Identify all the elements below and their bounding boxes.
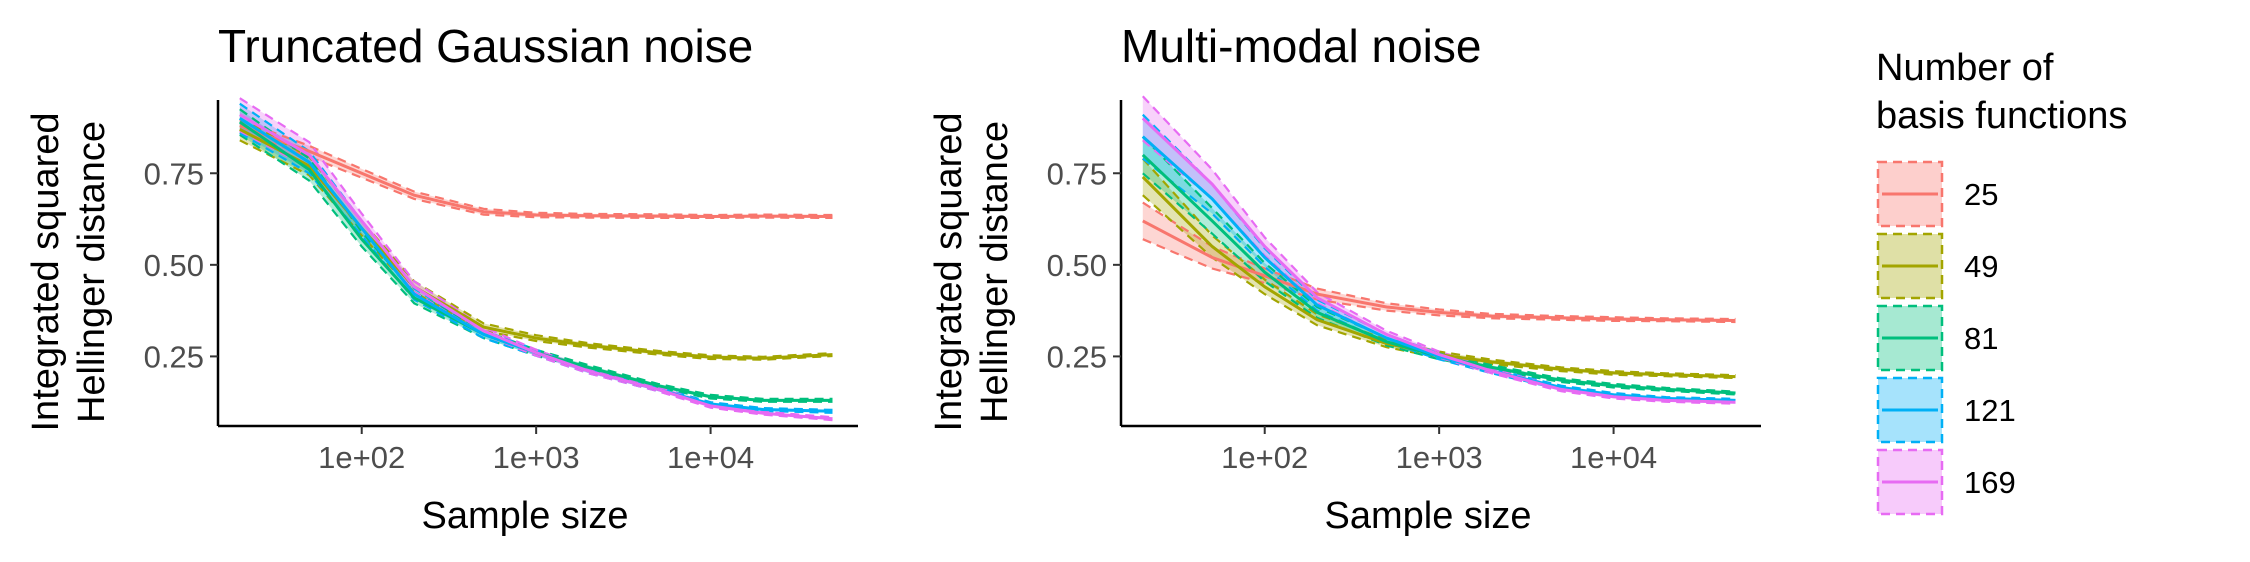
legend-label: 25 — [1964, 177, 1998, 212]
legend-label: 121 — [1964, 393, 2016, 428]
band-upper-25 — [239, 119, 833, 217]
legend-label: 81 — [1964, 321, 1998, 356]
x-tick-label: 1e+02 — [318, 440, 405, 475]
band-upper-49 — [239, 117, 833, 358]
legend-key-81: 81 — [1876, 304, 1998, 372]
band-upper-169 — [1142, 95, 1736, 402]
legend-title-line-2: basis functions — [1876, 95, 2127, 137]
legend-label: 169 — [1964, 465, 2016, 500]
panel-multi-modal: Multi-modal noise Integrated squared Hel… — [928, 20, 1761, 537]
series-line-25 — [239, 124, 833, 219]
y-tick-label: 0.75 — [1047, 156, 1107, 191]
band-lower-169 — [239, 130, 833, 422]
band-lower-49 — [239, 139, 833, 361]
x-tick-label: 1e+03 — [493, 440, 580, 475]
x-tick-label: 1e+03 — [1396, 440, 1483, 475]
x-tick-label: 1e+04 — [667, 440, 754, 475]
series-line-169 — [1141, 117, 1736, 404]
band-upper-121 — [239, 102, 833, 411]
legend-key-25: 25 — [1876, 160, 1998, 228]
x-tick-label: 1e+04 — [1570, 440, 1657, 475]
legend: Number of basis functions 25 49 81 121 169 — [1876, 47, 2127, 516]
band-49 — [1142, 158, 1736, 378]
y-tick-label: 0.25 — [1047, 339, 1107, 374]
x-axis-label: Sample size — [422, 495, 629, 537]
y-tick-label: 0.75 — [144, 156, 204, 191]
panel-title: Truncated Gaussian noise — [218, 20, 753, 72]
legend-label: 49 — [1964, 249, 1998, 284]
legend-key-169: 169 — [1876, 448, 2016, 516]
band-lower-49 — [1142, 194, 1736, 380]
y-tick-label: 0.50 — [144, 248, 204, 283]
x-tick-label: 1e+02 — [1221, 440, 1308, 475]
legend-key-49: 49 — [1876, 232, 1998, 300]
series-line-121 — [1141, 135, 1736, 402]
band-lower-81 — [1142, 172, 1736, 396]
band-upper-169 — [239, 97, 833, 419]
plot-area — [1141, 95, 1736, 405]
band-upper-25 — [1142, 201, 1736, 321]
panel-title: Multi-modal noise — [1121, 20, 1481, 72]
plot-area — [238, 97, 833, 422]
panel-truncated-gaussian: Truncated Gaussian noise Integrated squa… — [25, 20, 858, 537]
y-tick-label: 0.25 — [144, 339, 204, 374]
band-169 — [1142, 96, 1736, 404]
y-axis-label-line-1: Integrated squared — [928, 112, 970, 431]
band-upper-81 — [1142, 135, 1736, 393]
x-axis-label: Sample size — [1325, 495, 1532, 537]
series-line-169 — [239, 113, 833, 421]
legend-key-121: 121 — [1876, 376, 2016, 444]
y-axis-label-line-2: Hellinger distance — [974, 121, 1016, 423]
band-169 — [239, 98, 833, 421]
y-axis-label-line-1: Integrated squared — [25, 112, 67, 431]
y-tick-label: 0.50 — [1047, 248, 1107, 283]
band-81 — [1142, 136, 1736, 395]
band-lower-25 — [1142, 238, 1736, 324]
y-axis-label-line-2: Hellinger distance — [71, 121, 113, 423]
series-line-25 — [1142, 219, 1736, 322]
legend-title-line-1: Number of — [1876, 47, 2054, 89]
band-121 — [239, 103, 833, 413]
band-25 — [239, 120, 833, 218]
